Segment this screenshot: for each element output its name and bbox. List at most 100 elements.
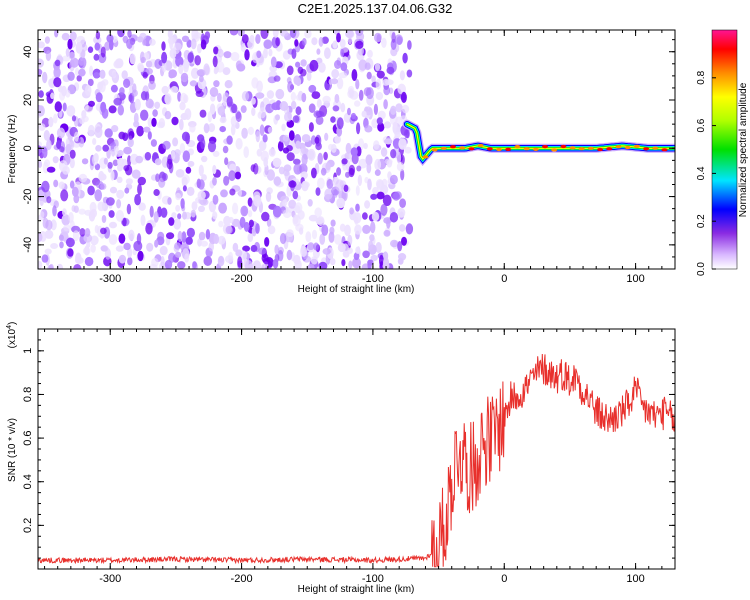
heatmap-cell bbox=[179, 101, 186, 111]
heatmap-cell bbox=[308, 103, 316, 113]
heatmap-cell bbox=[175, 169, 185, 178]
heatmap-cell bbox=[151, 257, 159, 267]
heatmap-cell bbox=[364, 62, 371, 71]
heatmap-cell bbox=[140, 56, 146, 64]
heatmap-cell bbox=[65, 89, 71, 98]
signal-hotspot bbox=[606, 147, 613, 151]
heatmap-cell bbox=[209, 103, 216, 115]
heatmap-cell bbox=[339, 38, 346, 48]
x-tick-label: -300 bbox=[99, 273, 121, 285]
heatmap-cell bbox=[201, 155, 208, 163]
heatmap-cell bbox=[126, 203, 132, 215]
signal-hotspot bbox=[569, 146, 576, 150]
heatmap-cell bbox=[238, 189, 242, 197]
y-tick-label: 20 bbox=[22, 94, 34, 106]
colorbar-tick-label: 0.0 bbox=[696, 262, 707, 276]
y-tick-label: 0.4 bbox=[22, 474, 34, 489]
heatmap-cell bbox=[230, 124, 236, 136]
heatmap-cell bbox=[384, 138, 393, 145]
heatmap-cell bbox=[336, 117, 344, 130]
heatmap-cell bbox=[370, 193, 378, 200]
heatmap-cell bbox=[65, 48, 70, 57]
heatmap-cell bbox=[150, 139, 157, 147]
heatmap-cell bbox=[179, 118, 184, 131]
heatmap-cell bbox=[330, 219, 336, 227]
heatmap-cell bbox=[84, 228, 91, 237]
heatmap-cell bbox=[383, 217, 392, 224]
heatmap-cell bbox=[286, 249, 293, 261]
heatmap-cell bbox=[115, 245, 124, 252]
heatmap-cell bbox=[180, 92, 188, 104]
heatmap-cell bbox=[95, 31, 101, 40]
heatmap-cell bbox=[328, 231, 335, 243]
heatmap-cell bbox=[194, 55, 201, 66]
heatmap-cell bbox=[94, 224, 99, 234]
heatmap-cell bbox=[219, 126, 226, 133]
heatmap-cell bbox=[168, 69, 177, 78]
heatmap-cell bbox=[383, 99, 388, 110]
heatmap-cell bbox=[329, 226, 335, 235]
heatmap-cell bbox=[145, 68, 153, 75]
heatmap-cell bbox=[365, 154, 373, 166]
signal-hotspot bbox=[514, 145, 521, 149]
heatmap-cell bbox=[400, 168, 405, 181]
y-tick-label: -40 bbox=[22, 237, 34, 253]
heatmap-cell bbox=[255, 223, 260, 234]
heatmap-cell bbox=[381, 37, 387, 48]
heatmap-cell bbox=[355, 40, 364, 50]
heatmap-cell bbox=[67, 38, 73, 50]
heatmap-cell bbox=[87, 124, 95, 137]
heatmap-cell bbox=[109, 39, 114, 51]
heatmap-cell bbox=[93, 53, 100, 61]
heatmap-cell bbox=[182, 185, 187, 192]
heatmap-cell bbox=[347, 107, 351, 116]
heatmap-cell bbox=[132, 83, 137, 93]
heatmap-cell bbox=[301, 134, 311, 143]
heatmap-cell bbox=[231, 103, 238, 114]
heatmap-cell bbox=[253, 194, 262, 207]
heatmap-cell bbox=[311, 91, 321, 99]
heatmap-cell bbox=[370, 221, 376, 234]
heatmap-cell bbox=[240, 205, 249, 217]
heatmap-cell bbox=[290, 91, 297, 102]
heatmap-cell bbox=[56, 127, 66, 139]
heatmap-cell bbox=[249, 34, 255, 44]
heatmap-cell bbox=[191, 201, 198, 211]
heatmap-cell bbox=[62, 55, 71, 62]
signal-hotspot bbox=[615, 145, 622, 149]
heatmap-cell bbox=[203, 123, 210, 134]
heatmap-cell bbox=[357, 174, 363, 187]
heatmap-cell bbox=[173, 42, 182, 51]
heatmap-cell bbox=[275, 114, 280, 121]
heatmap-cell bbox=[178, 64, 184, 75]
heatmap-cell bbox=[358, 158, 368, 169]
heatmap-cell bbox=[172, 137, 179, 147]
heatmap-cell bbox=[215, 61, 225, 73]
heatmap-cell bbox=[136, 36, 144, 43]
heatmap-cell bbox=[308, 84, 317, 93]
heatmap-cell bbox=[186, 186, 195, 196]
heatmap-cell bbox=[184, 108, 192, 120]
heatmap-cell bbox=[137, 64, 145, 73]
heatmap-cell bbox=[398, 138, 407, 150]
heatmap-cell bbox=[161, 51, 168, 64]
heatmap-cell bbox=[263, 39, 273, 49]
heatmap-cell bbox=[84, 84, 92, 97]
heatmap-cell bbox=[406, 69, 413, 78]
heatmap-cell bbox=[161, 85, 169, 95]
heatmap-cell bbox=[93, 72, 100, 79]
heatmap-cell bbox=[193, 32, 202, 39]
heatmap-cell bbox=[92, 138, 97, 145]
heatmap-cell bbox=[323, 151, 328, 161]
heatmap-cell bbox=[78, 173, 88, 183]
heatmap-cell bbox=[287, 81, 293, 93]
x-tick-label: 100 bbox=[626, 573, 644, 585]
heatmap-cell bbox=[217, 255, 225, 267]
heatmap-cell bbox=[272, 157, 282, 168]
heatmap-cell bbox=[259, 124, 265, 136]
heatmap-cell bbox=[186, 39, 192, 48]
heatmap-cell bbox=[344, 224, 351, 236]
heatmap-cell bbox=[197, 190, 206, 200]
heatmap-cell bbox=[171, 212, 177, 219]
